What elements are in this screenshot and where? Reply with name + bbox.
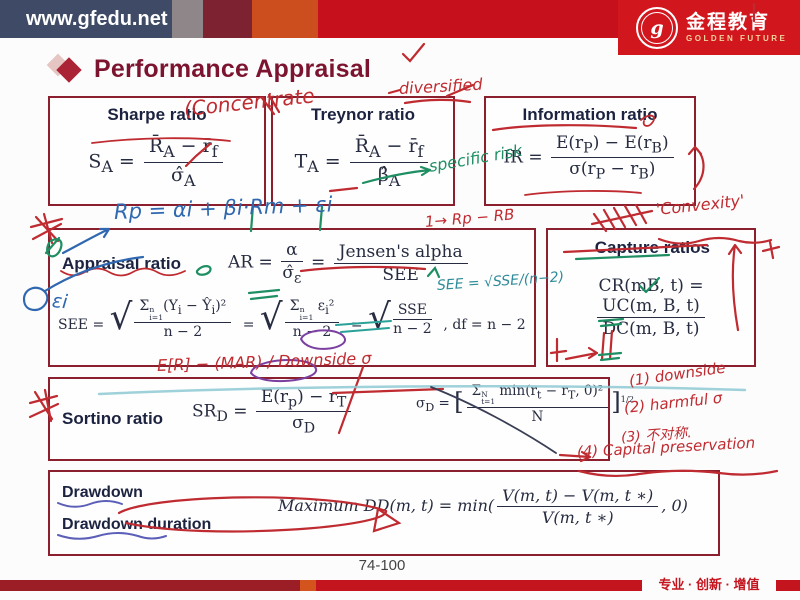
appraisal-ratio-box: Appraisal ratio AR = α σ̂ε = Jensen's alp… [48, 228, 536, 367]
appraisal-ratio-title: Appraisal ratio [62, 254, 182, 273]
hw-diversified-note: diversified [398, 74, 483, 98]
header-orange-segment [252, 0, 318, 38]
header-gray-segment [172, 0, 203, 38]
appraisal-ratio-formula: AR = α σ̂ε = Jensen's alpha SEE [228, 240, 471, 286]
information-ratio-title: Information ratio [522, 105, 658, 124]
hw-downside-list-2: (2) harmful σ [623, 388, 724, 417]
sharpe-ratio-formula: SA = R̄A − r̄f σ̂A [50, 135, 264, 190]
brand-seal-icon: g [636, 6, 678, 49]
brand-name-en: GOLDEN FUTURE [686, 33, 788, 43]
treynor-ratio-box: Treynor ratio TA = R̄A − r̄f β̂A [271, 96, 455, 206]
capture-ratios-title: Capture ratios [594, 238, 710, 257]
sortino-ratio-box: Sortino ratio SRD = E(rp) − rT σD σD = [Σ… [48, 377, 634, 461]
capture-ratio-formula: CR(mB, t) = UC(m, B, t) DC(m, B, t) [597, 276, 705, 339]
capture-ratios-box: Capture ratios CR(mB, t) = UC(m, B, t) DC… [546, 228, 756, 367]
site-url: www.gfedu.net [26, 7, 168, 30]
treynor-ratio-title: Treynor ratio [311, 105, 415, 124]
sharpe-ratio-title: Sharpe ratio [107, 105, 207, 124]
footer-bar [0, 580, 800, 591]
hw-epsilon-note: εi [51, 290, 69, 314]
drawdown-box: Drawdown Drawdown duration Maximum DD(m,… [48, 470, 720, 556]
brand-slogan: 专业 · 创新 · 增值 [658, 577, 760, 592]
checkmark-icon [401, 42, 426, 63]
page-number: 74-100 [358, 557, 406, 574]
title-diamond-icon [46, 52, 86, 86]
sortino-ratio-title: Sortino ratio [62, 409, 164, 428]
drawdown-title: Drawdown [62, 484, 143, 501]
treynor-ratio-formula: TA = R̄A − r̄f β̂A [273, 135, 453, 190]
information-ratio-formula: IR = E(rP) − E(rB) σ(rP − rB) [486, 133, 694, 183]
header-maroon-segment [203, 0, 252, 38]
header-url-block: www.gfedu.net [0, 0, 172, 38]
drawdown-duration-title: Drawdown duration [62, 516, 212, 533]
brand-monogram: g [641, 11, 673, 44]
sortino-ratio-formula: SRD = E(rp) − rT σD [192, 387, 354, 437]
maximum-drawdown-formula: Maximum DD(m, t) = min(V(m, t) − V(m, t … [278, 486, 688, 527]
epsilon-circle [22, 286, 49, 312]
brand-name-cn: 金程教育 [686, 11, 771, 33]
page-title: Performance Appraisal [94, 54, 371, 83]
brand-logo-block: g 金程教育 GOLDEN FUTURE [618, 0, 800, 55]
